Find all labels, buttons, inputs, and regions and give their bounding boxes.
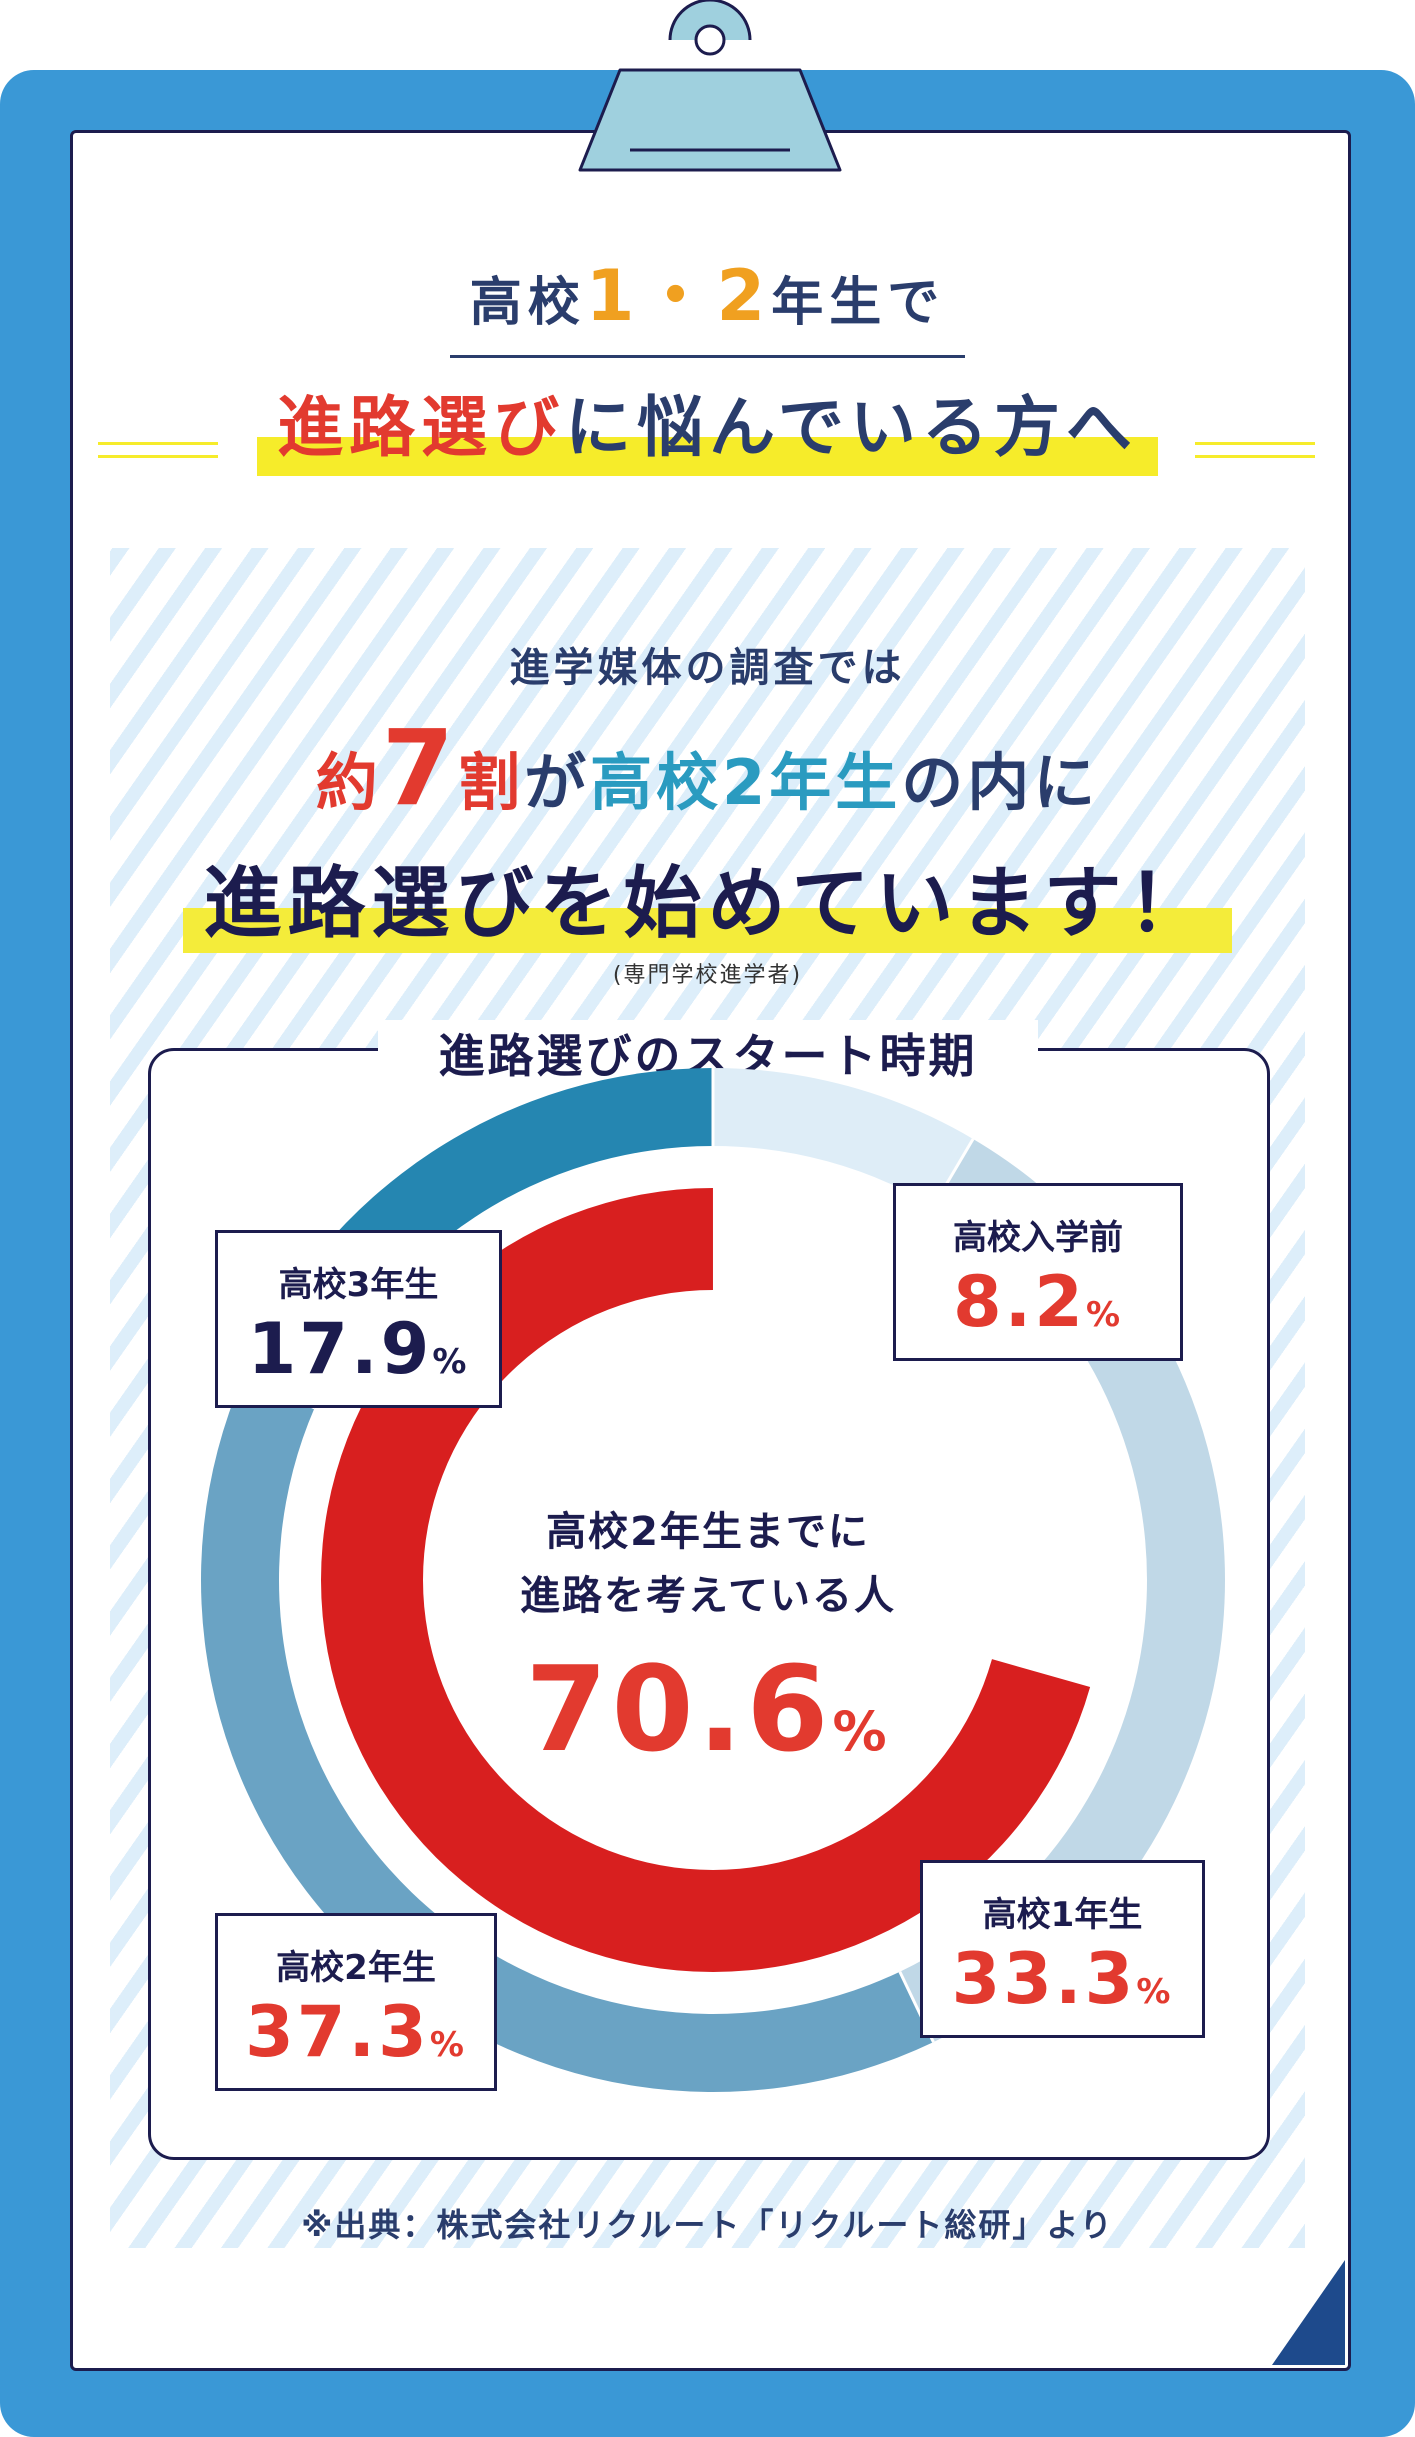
intro-line2-a: 約 xyxy=(315,746,382,819)
summary-label-line2: 進路を考えている人 xyxy=(520,1573,896,1619)
clipboard-clip-icon xyxy=(578,0,842,172)
intro-line2-d: 高校2年生 xyxy=(590,746,902,819)
heading-line1-post: 年生で xyxy=(771,273,946,333)
callout-value: 8.2% xyxy=(896,1261,1180,1343)
callout-value-number: 33.3 xyxy=(951,1938,1137,2020)
callout-value-number: 8.2 xyxy=(952,1261,1086,1343)
callout-value: 37.3% xyxy=(218,1991,494,2073)
callout-value-number: 17.9 xyxy=(247,1308,433,1390)
intro-line2-b: 割 xyxy=(458,746,525,819)
intro-line4: (専門学校進学者) xyxy=(612,963,803,988)
callout-year3: 高校3年生 17.9% xyxy=(215,1230,502,1408)
summary-value-unit: % xyxy=(832,1700,891,1763)
intro-block: 進学媒体の調査では 約7割が高校2年生の内に 進路選びを始めています！ (専門学… xyxy=(110,635,1305,989)
callout-value-unit: % xyxy=(429,2025,467,2065)
callout-value: 17.9% xyxy=(218,1308,499,1390)
callout-value-number: 37.3 xyxy=(245,1991,430,2073)
callout-year2: 高校2年生 37.3% xyxy=(215,1913,497,2091)
callout-value-unit: % xyxy=(432,1342,470,1382)
intro-line2-num: 7 xyxy=(381,707,459,829)
summary-value: 70.6% xyxy=(458,1640,958,1778)
summary-value-number: 70.6 xyxy=(525,1640,833,1778)
heading-line1-pre: 高校 xyxy=(469,273,586,333)
callout-before-entry: 高校入学前 8.2% xyxy=(893,1183,1183,1361)
intro-line2-c: が xyxy=(524,746,591,819)
callout-year1: 高校1年生 33.3% xyxy=(920,1860,1205,2038)
heading-line2-rest: に悩んでいる方へ xyxy=(565,389,1138,466)
callout-value: 33.3% xyxy=(923,1938,1202,2020)
slice-year1 xyxy=(899,1138,1225,2043)
intro-line1: 進学媒体の調査では xyxy=(509,645,906,691)
heading-line1: 高校1・2年生で xyxy=(449,240,966,358)
heading-side-line-left xyxy=(98,442,218,458)
center-summary: 高校2年生までに 進路を考えている人 70.6% xyxy=(458,1500,958,1778)
callout-value-unit: % xyxy=(1085,1295,1124,1335)
slice-before-entry xyxy=(713,1068,974,1207)
source-note: ※出典：株式会社リクルート「リクルート総研」より xyxy=(301,2206,1114,2244)
callout-label: 高校2年生 xyxy=(276,1948,436,1988)
intro-line2: 約7割が高校2年生の内に xyxy=(110,707,1305,829)
callout-value-unit: % xyxy=(1136,1972,1174,2012)
heading-line2-red: 進路選び xyxy=(277,389,566,466)
main-heading: 高校1・2年生で 進路選びに悩んでいる方へ xyxy=(70,240,1345,476)
callout-label: 高校3年生 xyxy=(278,1265,439,1305)
heading-line2: 進路選びに悩んでいる方へ xyxy=(257,374,1158,476)
callout-label: 高校1年生 xyxy=(982,1895,1143,1935)
callout-label: 高校入学前 xyxy=(953,1218,1123,1258)
intro-line2-e: の内に xyxy=(901,746,1100,819)
intro-line3: 進路選びを始めています！ xyxy=(183,841,1232,953)
summary-label-line1: 高校2年生までに xyxy=(546,1509,870,1555)
heading-line1-nums: 1・2 xyxy=(585,255,772,337)
heading-side-line-right xyxy=(1195,442,1315,458)
